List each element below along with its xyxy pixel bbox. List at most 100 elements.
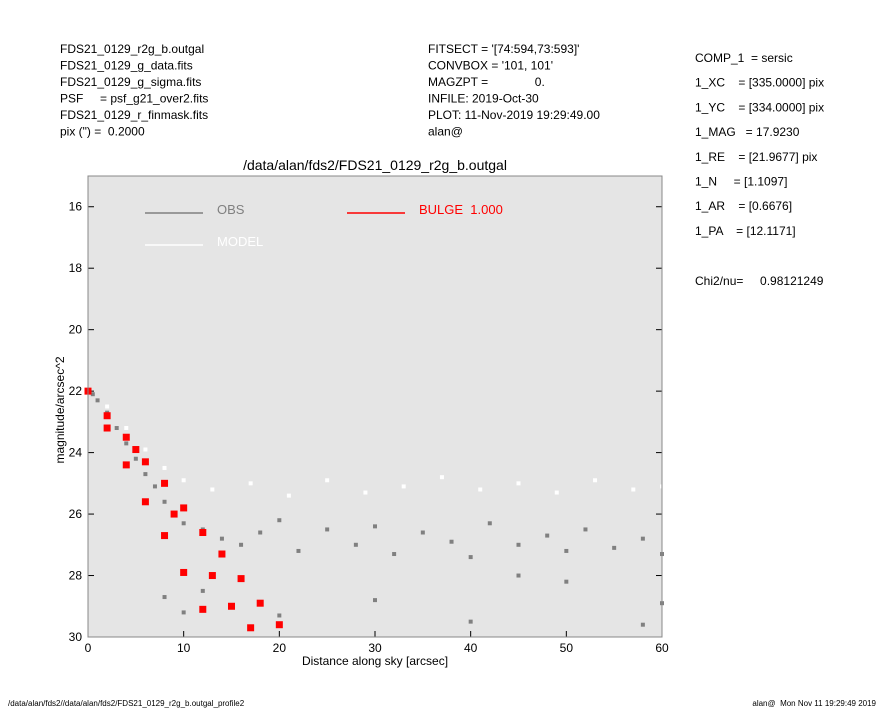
point — [248, 481, 253, 486]
x-tick-label: 20 — [273, 641, 287, 655]
point — [325, 478, 330, 483]
header-middle: CONVBOX = '101, 101' — [428, 59, 553, 73]
x-tick-label: 30 — [368, 641, 382, 655]
y-tick-label: 18 — [69, 261, 83, 275]
point — [132, 446, 140, 454]
plot-area — [88, 176, 662, 637]
point — [640, 622, 645, 627]
footer-right: alan@ Mon Nov 11 19:29:49 2019 — [752, 699, 876, 708]
point — [141, 498, 149, 506]
point — [545, 533, 550, 538]
point — [180, 504, 188, 512]
header-left: FDS21_0129_g_sigma.fits — [60, 75, 201, 89]
point — [143, 472, 148, 477]
point — [181, 521, 186, 526]
param-text: 1_YC = [334.0000] pix — [695, 100, 824, 114]
point — [277, 518, 282, 523]
point — [247, 624, 255, 632]
point — [161, 479, 169, 487]
point — [373, 598, 377, 603]
point — [90, 392, 95, 397]
point — [199, 605, 207, 613]
point — [258, 530, 263, 535]
y-label: magnitude/arcsec^2 — [53, 356, 67, 463]
point — [143, 447, 148, 452]
header-left: FDS21_0129_g_data.fits — [60, 59, 193, 73]
point — [468, 619, 473, 624]
point — [162, 499, 167, 504]
point — [180, 568, 188, 576]
point — [392, 552, 397, 557]
point — [208, 572, 216, 580]
point — [516, 542, 521, 547]
point — [449, 539, 454, 544]
point — [353, 542, 358, 547]
point — [516, 481, 521, 486]
point — [218, 550, 226, 558]
point — [363, 490, 368, 495]
x-tick-label: 0 — [85, 641, 92, 655]
point — [219, 536, 224, 541]
header-left: FDS21_0129_r_finmask.fits — [60, 108, 208, 122]
x-label: Distance along sky [arcsec] — [302, 654, 448, 668]
point — [162, 595, 167, 600]
point — [122, 461, 130, 469]
point — [114, 426, 119, 431]
header-left: PSF = psf_g21_over2.fits — [60, 92, 208, 106]
header-middle: FITSECT = '[74:594,73:593]' — [428, 42, 579, 56]
point — [564, 579, 569, 584]
point — [237, 575, 245, 583]
point — [296, 548, 301, 553]
legend-label: BULGE 1.000 — [419, 202, 503, 217]
point — [516, 573, 521, 578]
point — [239, 542, 244, 547]
chart-title: /data/alan/fds2/FDS21_0129_r2g_b.outgal — [243, 157, 507, 173]
point — [277, 613, 282, 618]
point — [554, 490, 559, 495]
point — [141, 458, 149, 466]
point — [564, 548, 569, 553]
point — [199, 529, 207, 537]
point — [325, 527, 330, 532]
point — [162, 465, 167, 470]
param-text: 1_AR = [0.6676] — [695, 199, 792, 213]
header-middle: PLOT: 11-Nov-2019 19:29:49.00 — [428, 108, 600, 122]
point — [105, 404, 110, 409]
header-middle: MAGZPT = 0. — [428, 75, 545, 89]
point — [420, 530, 425, 535]
x-tick-label: 40 — [464, 641, 478, 655]
header-middle: alan@ — [428, 125, 463, 139]
point — [373, 524, 377, 529]
y-tick-label: 16 — [69, 200, 83, 214]
y-tick-label: 30 — [69, 630, 83, 644]
param-text: 1_RE = [21.9677] pix — [695, 150, 817, 164]
point — [401, 484, 406, 489]
chi-text: Chi2/nu= 0.98121249 — [695, 274, 824, 288]
header-left: pix (") = 0.2000 — [60, 125, 145, 139]
point — [468, 555, 473, 560]
point — [133, 456, 138, 461]
point — [439, 475, 444, 480]
point — [612, 545, 617, 550]
point — [122, 433, 130, 441]
plot-frame — [87, 175, 663, 638]
point — [152, 484, 157, 489]
point — [275, 621, 283, 629]
point — [103, 424, 111, 432]
point — [583, 527, 588, 532]
footer-left: /data/alan/fds2//data/alan/fds2/FDS21_01… — [8, 699, 245, 708]
point — [161, 532, 169, 540]
y-tick-label: 26 — [69, 507, 83, 521]
point — [210, 487, 215, 492]
point — [200, 588, 205, 593]
header-left: FDS21_0129_r2g_b.outgal — [60, 42, 204, 56]
point — [286, 493, 291, 498]
param-text: 1_MAG = 17.9230 — [695, 125, 800, 139]
y-tick-label: 24 — [69, 446, 83, 460]
param-text: 1_XC = [335.0000] pix — [695, 76, 824, 90]
x-tick-label: 60 — [655, 641, 669, 655]
x-tick-label: 50 — [560, 641, 574, 655]
param-text: 1_N = [1.1097] — [695, 175, 787, 189]
param-text: COMP_1 = sersic — [695, 51, 793, 65]
